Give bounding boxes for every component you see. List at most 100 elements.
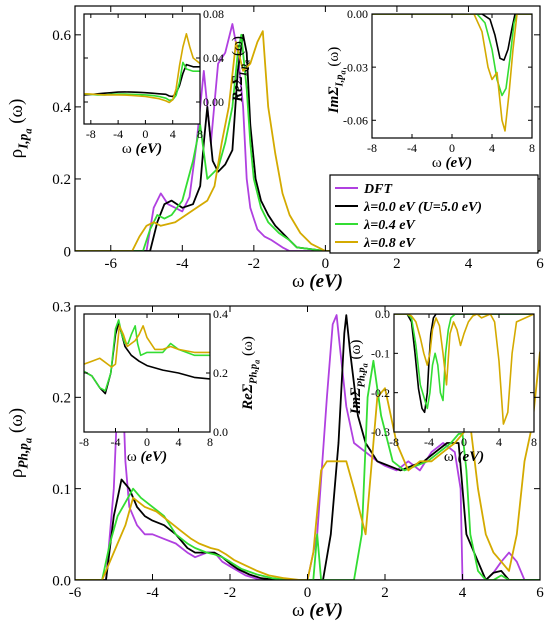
ylabel-subsub: a [253, 360, 262, 364]
y-axis-label: ReΣPh,pa (ω) [240, 336, 262, 411]
x-tick-label: 0 [142, 127, 148, 141]
legend: DFT λ=0.0 eV (U=5.0 eV) λ=0.4 eV λ=0.8 eV [329, 174, 539, 254]
y-tick-label: 0.6 [52, 28, 71, 44]
x-tick-label: 4 [170, 127, 176, 141]
series-line--0-4-ev [84, 319, 210, 392]
y-axis-label: ReΣI,pa (ω) [230, 36, 252, 103]
series-line--0-8-ev [394, 314, 534, 425]
series-line--0-4-ev [75, 33, 540, 251]
x-axis-label: ω (eV) [127, 449, 167, 465]
y-tick-label: 0.4 [213, 307, 228, 321]
series-line--0-8-ev [84, 33, 200, 104]
x-tick-label: 0 [461, 435, 467, 449]
series-group [394, 314, 534, 425]
series-line--0-0-ev-u-5-0-ev- [75, 33, 540, 251]
x-tick-label: 4 [176, 435, 182, 449]
x-axis-label: ω (eV) [122, 141, 162, 157]
y-axis-label: ImΣI,pa (ω) [326, 47, 348, 115]
xlabel-omega: ω [432, 155, 446, 171]
ylabel-symbol: ReΣ [230, 75, 246, 103]
x-tick-label: -8 [367, 141, 377, 155]
y-tick-label: 0 [64, 244, 72, 260]
plot-frame [74, 5, 541, 252]
y-tick-label: -0.3 [371, 425, 390, 439]
ylabel-symbol: ImΣ [326, 86, 342, 115]
x-tick-label: 4 [465, 256, 473, 272]
y-axis-label: ρPh,pa (ω) [6, 408, 35, 478]
series-line--0-8-ev [84, 325, 210, 368]
x-tick-label: 2 [393, 256, 401, 272]
x-tick-label: -4 [424, 435, 434, 449]
x-tick-label: -8 [389, 435, 399, 449]
xlabel-unit: (eV) [309, 271, 343, 292]
xlabel-unit: (eV) [135, 141, 162, 157]
series-group [75, 23, 540, 251]
x-axis-label: ω (eV) [292, 600, 343, 621]
inset-background [372, 14, 532, 138]
y-tick-label: 0.3 [52, 299, 71, 315]
xlabel-omega: ω [292, 600, 309, 621]
series-group [372, 14, 532, 132]
xlabel-unit: (eV) [140, 449, 167, 465]
xlabel-omega: ω [292, 271, 309, 292]
series-line--0-0-ev-u-5-0-ev- [372, 14, 532, 61]
legend-label: λ=0.4 eV [363, 218, 416, 233]
ylabel-arg: (ω) [230, 36, 246, 60]
xlabel-omega: ω [122, 141, 136, 157]
panel-bottom-inset-right: -8 -4 0 4 8 0.0 -0.1 -0.2 -0.3 ω (eV) ImΣPh,pa (ω) [348, 307, 537, 465]
x-tick-label: 0 [449, 141, 455, 155]
x-tick-label: -2 [224, 585, 237, 601]
y-tick-label: 0.2 [213, 366, 228, 380]
x-tick-label: -4 [176, 256, 189, 272]
x-tick-label: 0 [322, 256, 330, 272]
x-tick-label: -6 [69, 585, 82, 601]
ylabel-sub: Ph,p [249, 364, 260, 384]
series-line--0-8-ev [75, 30, 540, 251]
xlabel-omega: ω [127, 449, 141, 465]
y-tick-label: 0.0 [213, 425, 228, 439]
ylabel-sub: I,p [239, 64, 250, 77]
series-line--0-8-ev [372, 14, 532, 132]
series-group [84, 33, 200, 104]
ylabel-subsub: a [243, 60, 252, 64]
ylabel-subsub: a [361, 363, 370, 367]
series-line--0-4-ev [75, 359, 540, 580]
x-tick-label: 0 [304, 585, 312, 601]
series-group [84, 319, 210, 395]
y-tick-label: 0.04 [203, 51, 224, 65]
ylabel-symbol: ReΣ [240, 383, 256, 411]
ylabel-sub: I,p [335, 74, 346, 87]
series-line--0-8-ev [75, 351, 540, 580]
x-tick-label: 6 [536, 256, 544, 272]
x-axis-label: ω (eV) [432, 155, 472, 171]
plot-frame [83, 13, 201, 125]
panel-top-inset-left: -8 -4 0 4 8 0.00 0.04 0.08 ω (eV) ReΣI,pa (ω) [83, 7, 252, 157]
panel-bottom-main: -6 -4 -2 0 2 4 60.00.10.20.3ω (eV)ρPh,pa (ω) [6, 299, 544, 621]
y-tick-label: -0.03 [343, 60, 368, 74]
ylabel-symbol: ρ [6, 469, 27, 478]
xlabel-unit: (eV) [457, 449, 484, 465]
panel-bottom-inset-left: -8 -4 0 4 80.0 0.2 0.4 ω (eV) ReΣPh,pa (ω) [79, 307, 262, 465]
ylabel-subsub: a [339, 70, 348, 74]
y-tick-label: 0.4 [52, 100, 71, 116]
ylabel-symbol: ρ [6, 149, 27, 158]
y-tick-label: -0.2 [371, 386, 390, 400]
inset-background [84, 314, 210, 432]
ylabel-arg: (ω) [348, 340, 364, 364]
legend-label: λ=0.0 eV (U=5.0 eV) [363, 200, 482, 215]
ylabel-arg: (ω) [240, 336, 256, 360]
xlabel-omega: ω [444, 449, 458, 465]
xlabel-unit: (eV) [445, 155, 472, 171]
ylabel-sub: Ph,p [16, 443, 31, 469]
x-tick-label: 8 [197, 127, 203, 141]
series-line--0-0-ev-u-5-0-ev- [84, 63, 200, 98]
x-tick-label: 8 [207, 435, 213, 449]
y-tick-label: 0.0 [375, 307, 390, 321]
xlabel-unit: (eV) [309, 600, 343, 621]
ylabel-subsub: a [24, 438, 35, 443]
x-tick-label: 4 [459, 585, 467, 601]
series-line-dft [75, 23, 540, 251]
panel-top-inset-right: -8 -4 0 4 8 0.00 -0.03 -0.06 ω (eV) ImΣI,pa (ω) [326, 7, 535, 171]
ylabel-arg: (ω) [6, 408, 27, 438]
